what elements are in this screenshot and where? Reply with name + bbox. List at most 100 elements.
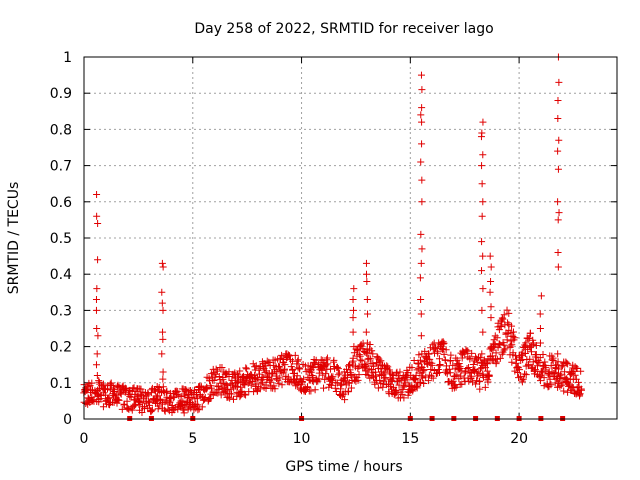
- axis-ticks: 00.10.20.30.40.50.60.70.80.910 5 10 15 20: [50, 50, 617, 447]
- data-point: [428, 361, 436, 369]
- data-point: [320, 384, 328, 392]
- data-point: [247, 381, 255, 389]
- spike-point: [479, 198, 487, 206]
- data-point: [529, 358, 537, 366]
- data-point: [476, 354, 484, 362]
- data-point: [116, 389, 124, 397]
- data-point: [131, 402, 139, 410]
- data-point: [427, 365, 435, 373]
- data-point: [500, 311, 508, 319]
- data-point: [164, 405, 172, 413]
- data-point: [309, 373, 317, 381]
- data-point: [493, 355, 501, 363]
- data-point: [229, 395, 237, 403]
- data-point: [577, 367, 585, 375]
- data-point: [137, 398, 145, 406]
- data-point: [228, 390, 236, 398]
- spike-point: [363, 296, 371, 304]
- spike-point: [350, 343, 358, 351]
- data-point: [466, 354, 474, 362]
- y-tick-label: 0.8: [50, 122, 72, 138]
- data-point: [270, 382, 278, 390]
- data-point: [308, 377, 316, 385]
- spike-point: [554, 263, 562, 271]
- data-point: [473, 358, 481, 366]
- data-point: [434, 349, 442, 357]
- spike-point: [486, 288, 494, 296]
- data-point: [558, 363, 566, 371]
- spike-point: [417, 230, 425, 238]
- data-point: [347, 384, 355, 392]
- data-point: [263, 357, 271, 365]
- data-point: [537, 372, 545, 380]
- data-point: [355, 351, 363, 359]
- data-point: [368, 347, 376, 355]
- spike-point: [555, 209, 563, 217]
- data-point: [334, 371, 342, 379]
- data-point: [531, 366, 539, 374]
- spike-point: [418, 198, 426, 206]
- data-point: [240, 374, 248, 382]
- data-point: [374, 384, 382, 392]
- data-point: [420, 366, 428, 374]
- chart-title: Day 258 of 2022, SRMTID for receiver lag…: [194, 21, 493, 37]
- data-point: [574, 378, 582, 386]
- data-point: [107, 379, 115, 387]
- data-point: [475, 377, 483, 385]
- data-point: [215, 373, 223, 381]
- data-point: [410, 376, 418, 384]
- data-point: [218, 364, 226, 372]
- spike-point: [417, 332, 425, 340]
- data-point: [322, 370, 330, 378]
- data-point: [332, 387, 340, 395]
- data-point: [429, 374, 437, 382]
- data-point: [503, 336, 511, 344]
- data-point: [532, 357, 540, 365]
- y-tick-label: 0.3: [50, 303, 72, 319]
- spike-point: [478, 267, 486, 275]
- data-point: [194, 406, 202, 414]
- data-point: [493, 334, 501, 342]
- data-point: [515, 366, 523, 374]
- data-point: [329, 373, 337, 381]
- spike-point: [363, 277, 371, 285]
- data-point: [211, 373, 219, 381]
- spike-point: [416, 274, 424, 282]
- spike-point: [418, 176, 426, 184]
- data-point: [330, 356, 338, 364]
- data-point: [127, 393, 135, 401]
- data-point: [425, 350, 433, 358]
- data-point: [294, 364, 302, 372]
- spike-point: [555, 136, 563, 144]
- data-point: [323, 356, 331, 364]
- data-point: [322, 361, 330, 369]
- data-point: [512, 359, 520, 367]
- data-point: [269, 369, 277, 377]
- data-point: [469, 378, 477, 386]
- data-point: [511, 334, 519, 342]
- data-point: [476, 385, 484, 393]
- data-point: [538, 369, 546, 377]
- data-point: [123, 397, 131, 405]
- data-point: [563, 359, 571, 367]
- data-point: [560, 387, 568, 395]
- data-point: [337, 391, 345, 399]
- spike-point: [487, 263, 495, 271]
- data-point: [466, 369, 474, 377]
- data-point: [105, 394, 113, 402]
- data-point: [241, 381, 249, 389]
- data-point: [356, 356, 364, 364]
- data-point: [365, 354, 373, 362]
- data-point: [442, 346, 450, 354]
- data-point: [464, 347, 472, 355]
- data-point: [266, 378, 274, 386]
- spike-point: [554, 115, 562, 123]
- data-point: [403, 373, 411, 381]
- spike-point: [486, 252, 494, 260]
- data-point: [279, 356, 287, 363]
- spike-point: [158, 259, 166, 267]
- spike-point: [349, 314, 357, 322]
- data-point: [465, 363, 473, 371]
- data-point: [341, 396, 349, 404]
- y-axis-label: SRMTID / TECUs: [6, 182, 22, 295]
